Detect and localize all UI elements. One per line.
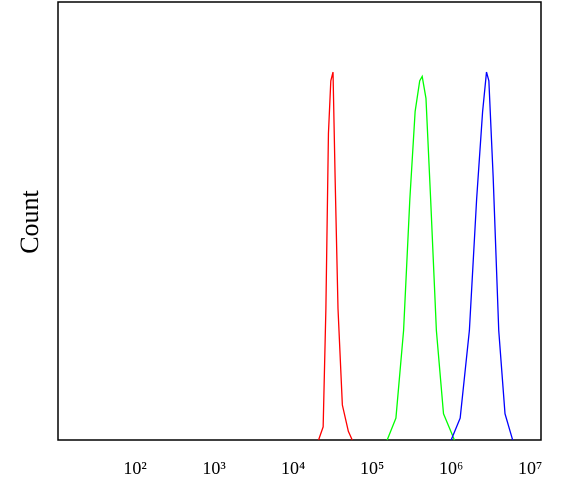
- histogram-line: [317, 71, 353, 441]
- x-tick-label: 10⁵: [360, 458, 384, 478]
- x-tick-label: 10³: [202, 458, 226, 478]
- x-tick-label: 10⁴: [281, 458, 305, 478]
- x-tick-label: 10⁶: [439, 458, 463, 478]
- plot-frame: [57, 1, 542, 441]
- histogram-line: [450, 71, 514, 441]
- histogram-line: [386, 74, 456, 441]
- y-axis-label: Count: [15, 189, 44, 253]
- x-tick-label: 10⁷: [518, 458, 542, 478]
- x-tick-label: 10²: [123, 458, 146, 478]
